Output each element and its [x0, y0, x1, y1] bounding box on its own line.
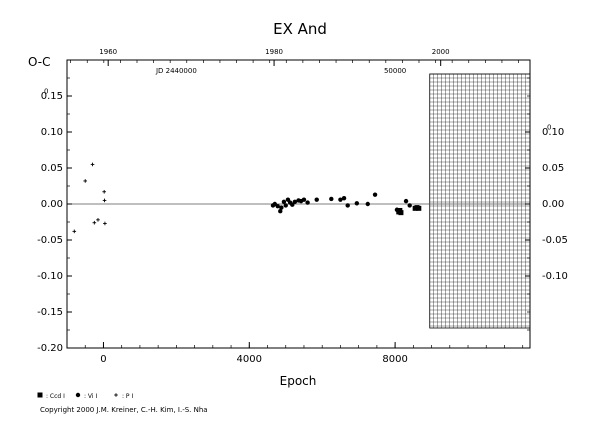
data-point: [281, 199, 287, 205]
data-point: [314, 197, 319, 202]
y-right-tick-label: -0.10: [542, 271, 568, 282]
y-axis-label: O-C: [28, 55, 51, 69]
data-point: [338, 197, 343, 202]
future-region: [429, 73, 531, 329]
data-point: [403, 198, 409, 204]
data-point: [283, 203, 288, 208]
y-tick-label: 0.10: [41, 127, 63, 138]
y-tick-label: -0.05: [37, 235, 63, 246]
y-tick-label: -0.20: [37, 343, 63, 354]
data-point: [398, 210, 404, 216]
top-year-label: 1980: [265, 48, 283, 56]
x-tick-label: 4000: [237, 354, 262, 365]
data-point: [394, 207, 400, 212]
data-point: [279, 205, 284, 210]
data-point: [416, 205, 422, 211]
data-point: [345, 203, 350, 208]
y-right-tick-label: 0.00: [542, 199, 564, 210]
data-point: [365, 201, 370, 207]
y-tick-label: -0.15: [37, 307, 63, 318]
jd-label: JD 2440000: [155, 67, 197, 75]
y-tick-label: -0.10: [37, 271, 63, 282]
data-point: [301, 197, 307, 202]
legend-label: : P I: [122, 393, 133, 400]
top-year-label: 1960: [99, 48, 117, 56]
top-year-label: 2000: [432, 48, 450, 56]
legend-marker: [37, 392, 43, 398]
data-point: [341, 196, 347, 201]
chart-title: EX And: [273, 20, 327, 38]
data-point: [292, 199, 298, 205]
data-point: [329, 196, 334, 202]
y-tick-label: 0.05: [41, 163, 63, 174]
y-tick-label: 0.15: [41, 91, 63, 102]
legend-marker: [75, 392, 81, 398]
y-right-tick-label: 0.10: [542, 127, 564, 138]
y-zero-marker-right: 0: [547, 123, 551, 131]
data-point: [290, 202, 295, 207]
data-point: [278, 209, 283, 214]
x-tick-label: 0: [100, 354, 106, 365]
y-right-tick-label: -0.05: [542, 235, 568, 246]
y-zero-marker: 0: [44, 87, 48, 95]
data-point: [305, 200, 310, 205]
data-point: [354, 201, 360, 206]
y-right-tick-label: 0.05: [542, 163, 564, 174]
legend-label: : Vi I: [84, 393, 97, 400]
data-point: [275, 203, 280, 209]
legend-label: : Ccd I: [46, 393, 65, 400]
y-tick-label: 0.00: [41, 199, 63, 210]
copyright-notice: Copyright 2000 J.M. Kreiner, C.-H. Kim, …: [40, 406, 208, 414]
data-point: [372, 192, 378, 197]
x-axis-label: Epoch: [280, 374, 317, 388]
jd-label: 50000: [384, 67, 406, 75]
data-point: [407, 203, 412, 208]
x-tick-label: 8000: [382, 354, 407, 365]
